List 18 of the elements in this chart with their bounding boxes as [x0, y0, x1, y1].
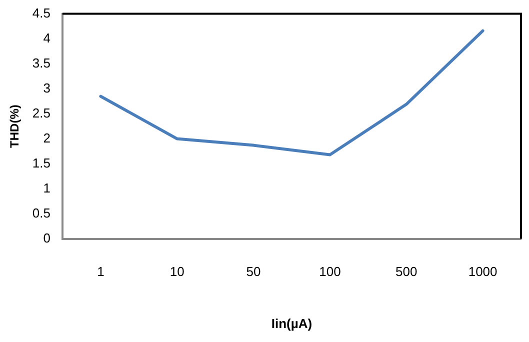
y-tick-label: 2 — [43, 130, 50, 146]
x-tick-label: 1 — [97, 264, 104, 280]
y-tick-label: 2.5 — [32, 105, 50, 120]
x-tick-label: 500 — [396, 264, 418, 280]
x-tick-label: 10 — [170, 264, 184, 280]
x-tick-label: 50 — [246, 264, 261, 280]
y-tick-label: 1.5 — [32, 155, 50, 170]
y-tick-label: 3.5 — [32, 55, 50, 70]
y-tick-label: 4 — [43, 30, 50, 46]
y-tick-label: 1 — [43, 180, 50, 196]
y-axis-title: THD(%) — [8, 104, 22, 148]
y-tick-label: 0.5 — [32, 205, 50, 220]
y-tick-label: 3 — [43, 80, 50, 96]
x-tick-label: 100 — [319, 264, 341, 280]
y-tick-label: 0 — [43, 230, 50, 246]
x-tick-label: 1000 — [468, 264, 498, 280]
y-tick-label: 4.5 — [32, 5, 50, 20]
x-axis-title: Iin(µA) — [271, 316, 312, 331]
